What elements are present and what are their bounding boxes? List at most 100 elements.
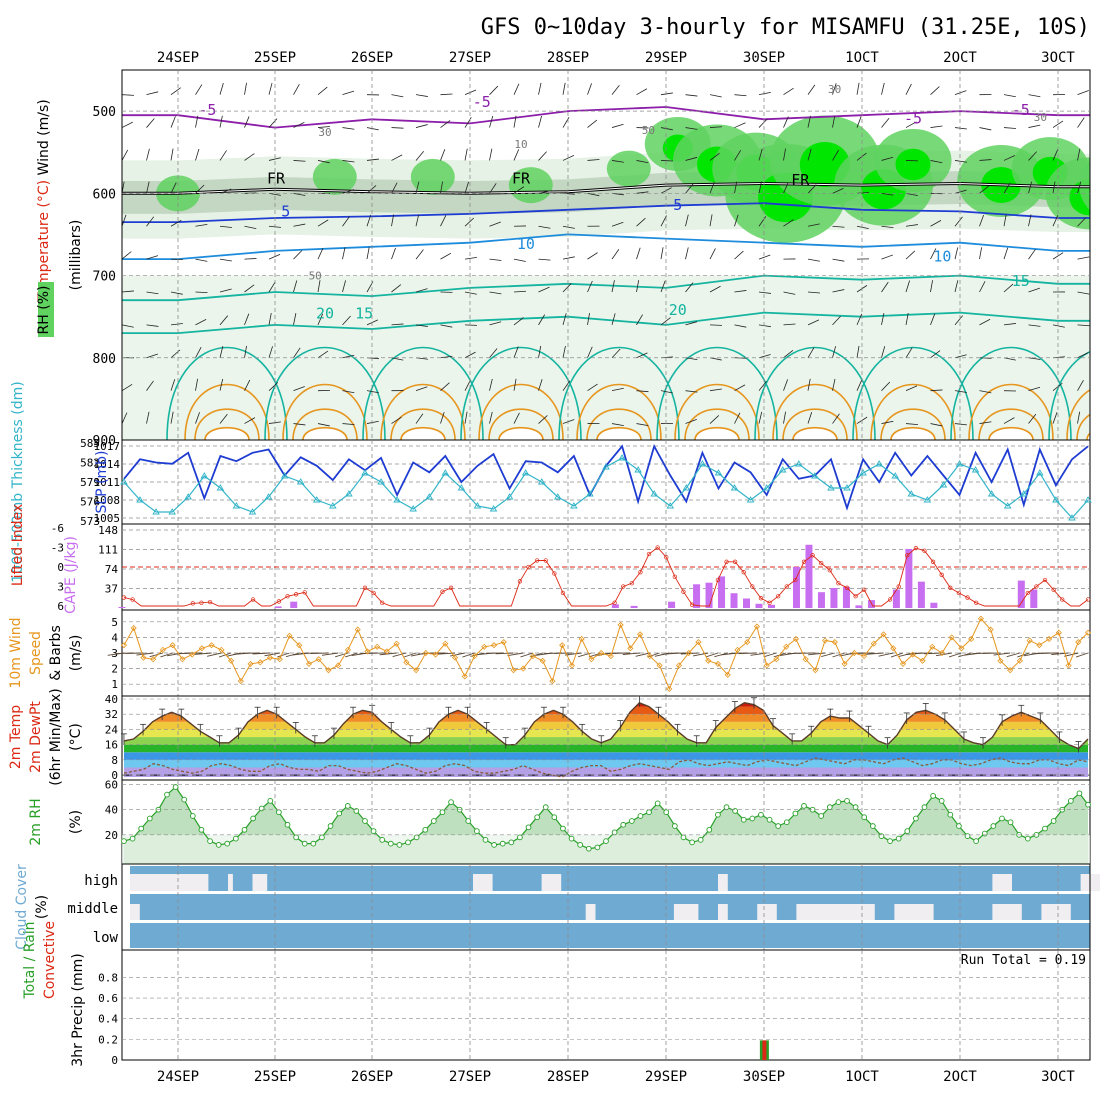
wind-barb: [464, 324, 478, 326]
wind-barb: [391, 247, 396, 260]
slp-marker: [152, 508, 160, 515]
li-line: [123, 546, 1089, 607]
panel-cloud-cover: high middle low Cloud Cover (%): [14, 863, 1100, 951]
wind-barb: [489, 321, 502, 326]
wind-barb: [146, 255, 159, 260]
wind-barb: [440, 355, 453, 359]
li-marker: [1085, 597, 1091, 602]
wind-barb: [1077, 380, 1084, 391]
wind-barb: [195, 184, 205, 194]
wind-barb: [489, 221, 501, 227]
wind-barb: [342, 390, 355, 394]
wind-barb: [342, 90, 355, 96]
slp-marker: [907, 490, 916, 497]
slp-marker: [232, 502, 241, 509]
wind-barb: [252, 652, 271, 655]
slp-marker: [248, 508, 257, 515]
slp-marker: [1036, 469, 1044, 476]
wind-barb: [979, 185, 990, 194]
wind-barb: [440, 324, 453, 328]
wind-marker: [296, 642, 303, 649]
li-marker: [724, 559, 729, 564]
axis-label: (millibars): [68, 220, 84, 291]
wind-barb: [415, 150, 425, 161]
rh-marker: [1007, 819, 1014, 826]
y-tick-label: 16: [105, 739, 118, 752]
wind-barb: [930, 248, 937, 260]
wind-barb: [317, 160, 330, 164]
wind-marker: [247, 660, 254, 667]
contour-label: FR: [791, 171, 810, 189]
rh-marker: [749, 815, 756, 822]
wind-marker: [899, 660, 907, 667]
dewpoint-line: [123, 757, 1089, 778]
wind-barb: [440, 215, 447, 227]
li-marker: [190, 601, 195, 606]
wind-barb: [415, 413, 424, 424]
rh-marker: [1067, 798, 1074, 804]
rh-marker: [766, 816, 773, 823]
wind-barb: [636, 280, 640, 293]
wind-barb: [881, 254, 893, 260]
wind-barb: [611, 160, 624, 163]
li-marker: [612, 600, 617, 605]
wind-barb: [808, 652, 826, 656]
rh-marker: [715, 811, 721, 818]
panel-precip: 0 0.2 0.4 0.6 0.8 Run Total = 0.19 Total / Rai…: [22, 921, 1091, 1085]
isotherm-10: [122, 233, 1090, 260]
wind-barb: [564, 652, 582, 656]
y-tick-label: 24: [105, 723, 119, 736]
wind-barb: [1052, 120, 1064, 128]
wind-marker: [335, 662, 342, 669]
rh-marker: [835, 799, 842, 805]
isotherm-dome: [968, 383, 1054, 440]
rh-marker: [1042, 825, 1048, 832]
wind-barb: [1028, 324, 1041, 327]
y-tick-label: 0.8: [98, 971, 118, 984]
slp-marker: [1084, 496, 1092, 503]
wind-marker: [510, 667, 517, 674]
wind-barb: [1003, 283, 1014, 293]
wind-marker: [948, 634, 955, 641]
wind-marker: [198, 645, 205, 652]
x-tick-label-bottom: 2OCT: [943, 1069, 977, 1085]
wind-barb: [636, 247, 641, 260]
wind-barb: [317, 280, 321, 293]
wind-marker: [529, 653, 537, 660]
wind-barb: [905, 280, 910, 293]
y-tick-label-li: -3: [51, 542, 64, 555]
panel-2m-rh: 20 40 60 2m RH (%): [28, 779, 1091, 865]
y-tick-label-li: 3: [57, 581, 64, 594]
wind-barb: [489, 85, 499, 95]
x-tick-label-bottom: 24SEP: [157, 1069, 199, 1085]
rh-marker: [146, 815, 153, 822]
wind-marker: [364, 648, 371, 655]
cape-bar: [668, 601, 676, 608]
li-marker: [130, 597, 135, 602]
li-marker: [629, 581, 634, 586]
contour-label: -5: [198, 101, 216, 119]
wind-marker: [792, 635, 799, 643]
wind-barb: [660, 215, 667, 227]
isotherm-dome: [782, 408, 848, 440]
rh-marker: [172, 784, 179, 790]
rh-marker: [413, 834, 420, 841]
wind-barb: [366, 319, 379, 326]
wind-barb: [244, 258, 257, 260]
wind-barb: [342, 423, 355, 426]
wind-marker: [1016, 657, 1023, 664]
isotherm-dome: [380, 383, 466, 440]
li-marker: [887, 597, 893, 602]
wind-barb: [415, 94, 428, 97]
y-tick-label: 1: [111, 678, 118, 691]
wind-barb: [170, 87, 181, 95]
wind-barb: [170, 116, 176, 128]
x-tick-label-top: 25SEP: [254, 50, 296, 66]
wind-barb: [293, 121, 305, 128]
li-marker: [776, 594, 781, 599]
wind-barb: [219, 288, 232, 293]
wind-barb: [1003, 357, 1016, 361]
wind-barb: [219, 315, 229, 326]
wind-barb: [905, 423, 918, 426]
x-tick-label-bottom: 3OCT: [1041, 1069, 1075, 1085]
